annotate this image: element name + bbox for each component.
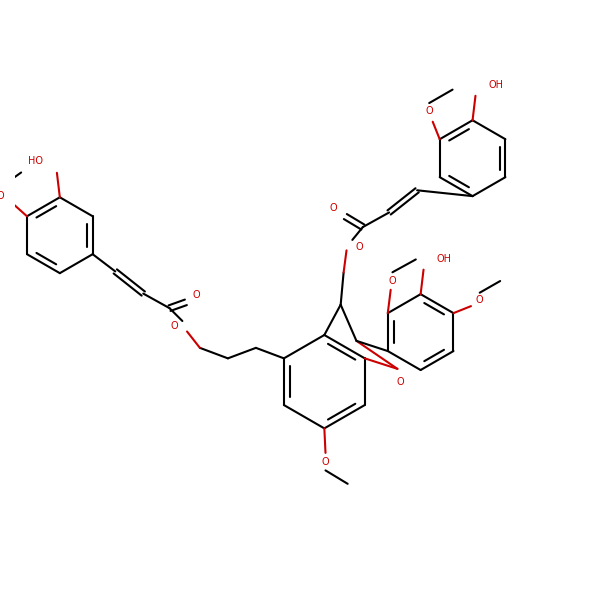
Text: O: O [170,320,178,331]
Text: O: O [389,276,396,286]
Text: O: O [330,203,337,213]
Text: O: O [322,457,329,467]
Text: O: O [356,242,363,253]
Text: O: O [0,191,5,201]
Text: O: O [193,290,200,301]
Text: HO: HO [28,156,43,166]
Text: O: O [476,295,484,305]
Text: O: O [425,106,433,116]
Text: OH: OH [489,80,504,90]
Text: O: O [397,377,404,386]
Text: OH: OH [437,254,452,264]
